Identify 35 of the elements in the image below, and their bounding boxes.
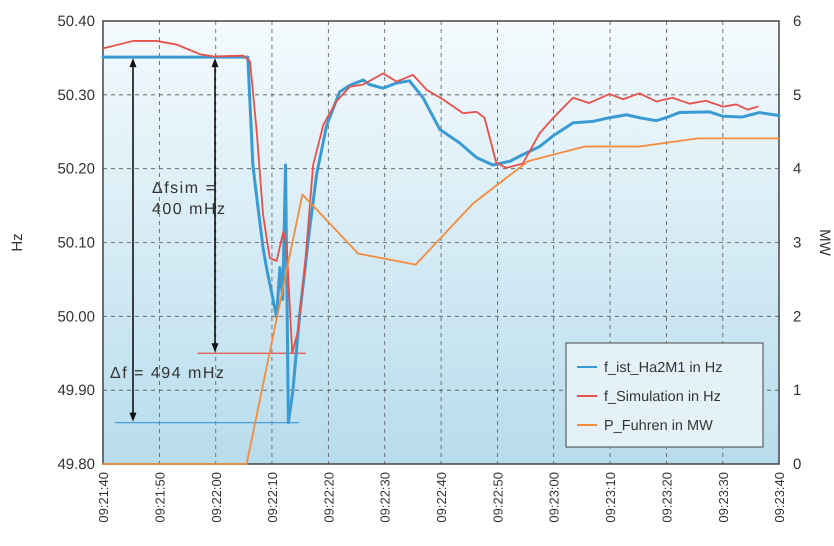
y-tick-label: 50.40 — [57, 13, 95, 30]
y2-tick-label: 4 — [793, 160, 802, 178]
line-series — [102, 137, 780, 465]
y2-tick-label: 5 — [793, 86, 802, 104]
x-tick-label: 09:23:20 — [659, 472, 674, 523]
y2-tick-label: 1 — [793, 382, 802, 400]
x-tick-label: 09:22:10 — [264, 472, 280, 523]
x-tick-label: 09:23:30 — [716, 472, 731, 523]
y2-tick-label: 6 — [793, 13, 802, 30]
x-tick-label: 09:22:20 — [321, 472, 336, 523]
annotation: Δf = 494 mHz — [110, 365, 226, 382]
legend-label: f_ist_Ha2M1 in Hz — [604, 360, 722, 376]
line-series — [102, 40, 759, 354]
y2-tick-label: 3 — [793, 234, 802, 252]
y2-tick-label: 0 — [793, 456, 802, 473]
y-tick-label: 49.80 — [57, 456, 95, 473]
x-tick-label: 09:22:50 — [490, 472, 506, 523]
x-tick-label: 09:21:50 — [152, 472, 168, 523]
legend-label: P_Fuhren in MW — [604, 418, 714, 434]
y2-tick-label: 2 — [793, 308, 802, 326]
x-tick-label: 09:23:00 — [546, 472, 562, 523]
x-tick-label: 09:21:40 — [96, 472, 111, 523]
y-tick-label: 50.00 — [57, 308, 95, 326]
x-tick-label: 09:22:00 — [208, 472, 224, 523]
y-tick-label: 50.20 — [57, 160, 95, 178]
x-tick-label: 09:22:40 — [434, 472, 450, 523]
y-tick-label: 50.30 — [57, 86, 95, 104]
x-tick-label: 09:23:40 — [772, 472, 787, 523]
legend-label: f_Simulation in Hz — [604, 389, 721, 405]
y-tick-label: 50.10 — [57, 234, 95, 252]
x-tick-label: 09:22:30 — [378, 472, 393, 523]
y-axis-title: Hz — [9, 233, 26, 252]
y-tick-label: 49.90 — [57, 382, 95, 400]
y2-axis-title: MW — [816, 229, 833, 257]
x-tick-label: 09:23:10 — [603, 472, 618, 523]
